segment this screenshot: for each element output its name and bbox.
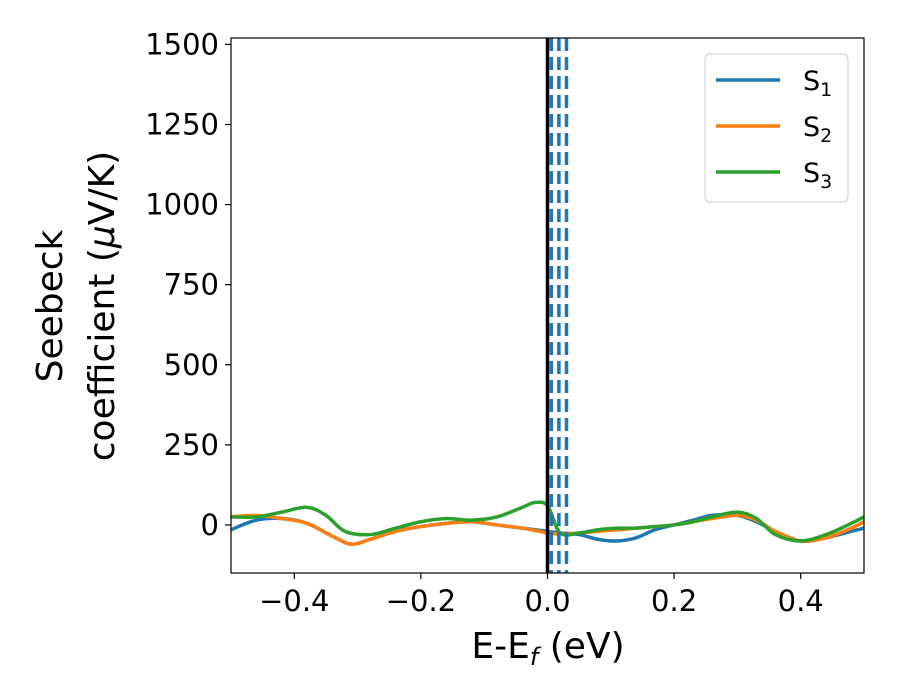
y-tick-label: 0 — [201, 508, 219, 542]
y-tick-label: 1500 — [145, 27, 219, 61]
y-axis-label: Seebeck coefficient (μV/K) — [30, 151, 123, 461]
x-tick-label: −0.4 — [259, 584, 329, 618]
legend: S1 S2 S3 — [704, 53, 849, 203]
legend-frame — [704, 53, 849, 203]
y-axis-ticks: 0 250 500 750 1000 1250 1500 — [145, 27, 231, 542]
legend-label-s2: S2 — [803, 112, 832, 147]
x-tick-label: 0.0 — [524, 584, 570, 618]
y-tick-label: 750 — [164, 268, 219, 302]
x-axis-label: E-Ef (eV) — [471, 626, 624, 671]
y-tick-label: 250 — [164, 428, 219, 462]
plot-content — [231, 38, 864, 573]
x-tick-label: 0.2 — [651, 584, 697, 618]
x-axis-ticks: −0.4 −0.2 0.0 0.2 0.4 — [259, 573, 824, 618]
plot-area — [230, 37, 865, 574]
y-axis-label-line1: Seebeck — [30, 229, 71, 382]
y-tick-label: 1250 — [145, 107, 219, 141]
y-axis-label-line2: coefficient (μV/K) — [82, 151, 123, 461]
y-tick-label: 1000 — [145, 188, 219, 222]
x-tick-label: −0.2 — [386, 584, 456, 618]
legend-label-s1: S1 — [803, 66, 832, 101]
legend-label-s3: S3 — [803, 158, 832, 193]
y-tick-label: 500 — [164, 348, 219, 382]
x-tick-label: 0.4 — [778, 584, 824, 618]
